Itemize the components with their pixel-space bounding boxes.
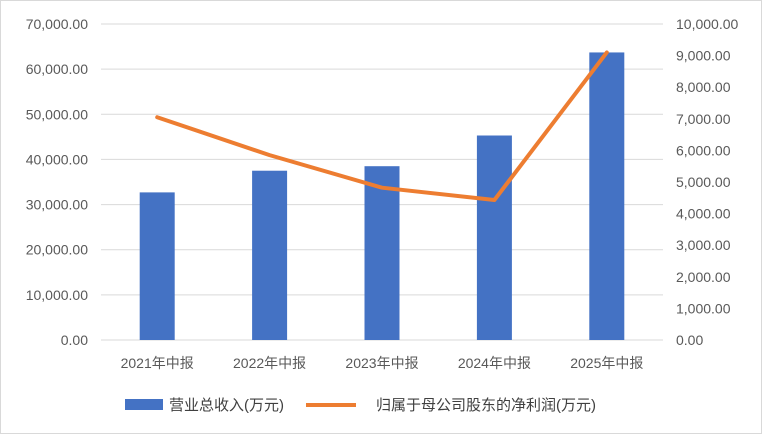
bar bbox=[477, 136, 512, 340]
right-tick-label: 3,000.00 bbox=[676, 237, 731, 253]
bar bbox=[365, 166, 400, 340]
right-tick-label: 2,000.00 bbox=[676, 269, 731, 285]
bar bbox=[140, 192, 175, 340]
bar bbox=[252, 171, 287, 340]
left-tick-label: 60,000.00 bbox=[26, 61, 88, 77]
category-label: 2024年中报 bbox=[458, 355, 531, 371]
left-axis: 0.00 10,000.00 20,000.00 30,000.00 40,000.00… bbox=[26, 16, 89, 348]
category-label: 2025年中报 bbox=[570, 355, 643, 371]
left-tick-label: 20,000.00 bbox=[26, 242, 88, 258]
bar bbox=[589, 52, 624, 340]
category-label: 2023年中报 bbox=[345, 355, 418, 371]
x-axis: 2021年中报 2022年中报 2023年中报 2024年中报 2025年中报 bbox=[121, 355, 644, 371]
watermark: 雪球：诗与星空 bbox=[601, 404, 706, 421]
category-label: 2021年中报 bbox=[121, 355, 194, 371]
left-tick-label: 0.00 bbox=[61, 332, 88, 348]
left-tick-label: 50,000.00 bbox=[26, 106, 88, 122]
right-tick-label: 4,000.00 bbox=[676, 206, 731, 222]
right-tick-label: 0.00 bbox=[676, 332, 703, 348]
bar-series bbox=[140, 52, 625, 340]
right-tick-label: 10,000.00 bbox=[676, 16, 738, 32]
legend-line-label: 归属于母公司股东的净利润(万元) bbox=[376, 397, 596, 414]
legend-bar-swatch bbox=[125, 399, 163, 410]
right-tick-label: 1,000.00 bbox=[676, 300, 731, 316]
right-axis: 0.00 1,000.00 2,000.00 3,000.00 4,000.00 5,00… bbox=[676, 16, 738, 348]
right-tick-label: 8,000.00 bbox=[676, 79, 731, 95]
category-label: 2022年中报 bbox=[233, 355, 306, 371]
right-tick-label: 7,000.00 bbox=[676, 111, 731, 127]
legend-bar-label: 营业总收入(万元) bbox=[169, 397, 284, 414]
left-tick-label: 30,000.00 bbox=[26, 197, 88, 213]
right-tick-label: 5,000.00 bbox=[676, 174, 731, 190]
watermark-text: 雪球：诗与星空 bbox=[601, 404, 706, 421]
right-tick-label: 6,000.00 bbox=[676, 142, 731, 158]
left-tick-label: 10,000.00 bbox=[26, 287, 88, 303]
legend: 营业总收入(万元) 归属于母公司股东的净利润(万元) bbox=[125, 397, 596, 414]
left-tick-label: 40,000.00 bbox=[26, 151, 88, 167]
left-tick-label: 70,000.00 bbox=[26, 16, 88, 32]
right-tick-label: 9,000.00 bbox=[676, 48, 731, 64]
